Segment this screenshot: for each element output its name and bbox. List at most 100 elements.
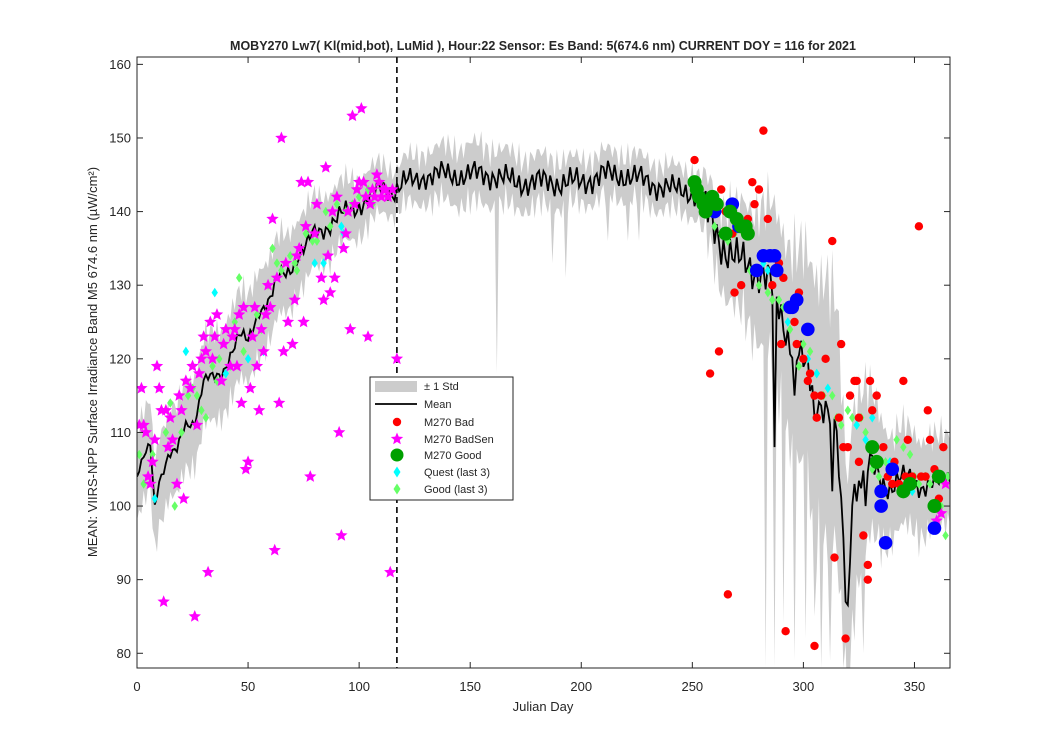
badsen-point — [328, 271, 341, 284]
badsen-point — [357, 175, 370, 188]
good-last3-point — [269, 243, 276, 254]
badsen-point — [188, 609, 201, 622]
badsen-point — [217, 337, 230, 350]
y-tick-label: 110 — [110, 425, 131, 440]
badsen-point — [199, 344, 213, 357]
badsen-point — [252, 403, 266, 416]
bad-point — [736, 281, 746, 290]
bad-point — [923, 406, 932, 415]
badsen-point — [259, 308, 273, 320]
good-last3-point — [900, 442, 907, 452]
good-blue-point — [769, 263, 784, 278]
badsen-point — [235, 396, 248, 409]
badsen-point — [326, 205, 339, 217]
legend-goodlast3-label: Good (last 3) — [424, 484, 488, 496]
badsen-point — [190, 418, 204, 431]
legend-bad-label: M270 Bad — [424, 417, 474, 429]
bad-point — [792, 339, 801, 349]
badsen-point — [372, 175, 386, 188]
good-last3-point — [149, 449, 156, 460]
badsen-point — [210, 308, 224, 320]
quest-point — [869, 412, 876, 423]
quest-point — [813, 368, 820, 379]
badsen-point — [330, 190, 344, 203]
legend-goodlast3-swatch — [393, 483, 401, 495]
series-m270-bad — [690, 126, 948, 651]
badsen-point — [144, 477, 157, 490]
bad-point — [776, 339, 786, 349]
badsen-point — [161, 440, 175, 453]
legend-badsen-swatch — [390, 432, 404, 445]
bad-point — [748, 177, 757, 187]
badsen-point — [934, 506, 948, 519]
quest-point — [764, 265, 772, 276]
good-last3-point — [942, 530, 949, 541]
good-last3-point — [291, 258, 298, 268]
badsen-point — [250, 359, 264, 372]
bad-point — [781, 626, 790, 636]
x-tick-label: 350 — [904, 679, 926, 694]
good-last3-point — [333, 199, 341, 210]
bad-point — [812, 413, 821, 422]
good-last3-point — [215, 354, 223, 364]
badsen-point — [939, 477, 950, 490]
quest-point — [886, 457, 894, 467]
good-last3-point — [800, 339, 807, 349]
badsen-point — [226, 330, 239, 342]
badsen-point — [299, 219, 312, 232]
badsen-point — [335, 528, 348, 541]
badsen-point — [370, 168, 384, 181]
quest-point — [784, 317, 792, 327]
good-last3-point — [322, 206, 330, 217]
badsen-point — [261, 278, 275, 291]
badsen-point — [272, 396, 286, 409]
badsen-point — [355, 102, 368, 114]
badsen-point — [139, 425, 153, 438]
y-axis-label: MEAN: VIIRS-NPP Surface Irradiance Band … — [85, 167, 100, 557]
good-blue-point — [874, 484, 888, 499]
badsen-point — [346, 109, 359, 122]
good-last3-point — [140, 479, 147, 489]
good-last3-point — [198, 405, 205, 416]
badsen-point — [321, 249, 335, 262]
badsen-point — [270, 271, 284, 284]
badsen-point — [386, 183, 399, 195]
y-tick-label: 90 — [117, 572, 131, 587]
badsen-point — [381, 190, 395, 203]
badsen-point — [137, 381, 148, 394]
quest-point — [182, 346, 190, 357]
quest-point — [244, 354, 252, 364]
good-blue-point — [885, 462, 900, 477]
good-last3-point — [302, 228, 310, 239]
bad-point — [816, 391, 826, 400]
legend-mean-label: Mean — [424, 399, 452, 411]
badsen-point — [239, 462, 253, 475]
badsen-point — [159, 403, 173, 416]
badsen-point — [361, 330, 375, 342]
badsen-point — [277, 344, 290, 357]
badsen-point — [264, 300, 277, 313]
badsen-point — [275, 131, 288, 144]
badsen-point — [173, 389, 186, 401]
good-last3-point — [293, 265, 301, 276]
good-last3-point — [829, 390, 836, 401]
good-last3-point — [355, 192, 363, 202]
good-last3-point — [184, 390, 192, 401]
bad-point — [841, 634, 850, 643]
quest-point — [311, 258, 318, 268]
badsen-point — [337, 241, 350, 254]
bad-point — [803, 376, 813, 386]
quest-point — [760, 258, 767, 268]
bad-point — [810, 391, 819, 400]
good-last3-point — [906, 449, 914, 460]
good-point — [865, 440, 880, 455]
badsen-point — [364, 197, 377, 210]
chart-title: MOBY270 Lw7( Kl(mid,bot), LuMid ), Hour:… — [230, 39, 856, 53]
bad-point — [779, 273, 788, 283]
badsen-point — [164, 411, 177, 423]
bad-point — [810, 641, 819, 651]
badsen-point — [257, 344, 270, 357]
quest-point — [824, 383, 832, 394]
badsen-point — [350, 183, 364, 195]
legend-badsen-label: M270 BadSen — [424, 434, 494, 446]
